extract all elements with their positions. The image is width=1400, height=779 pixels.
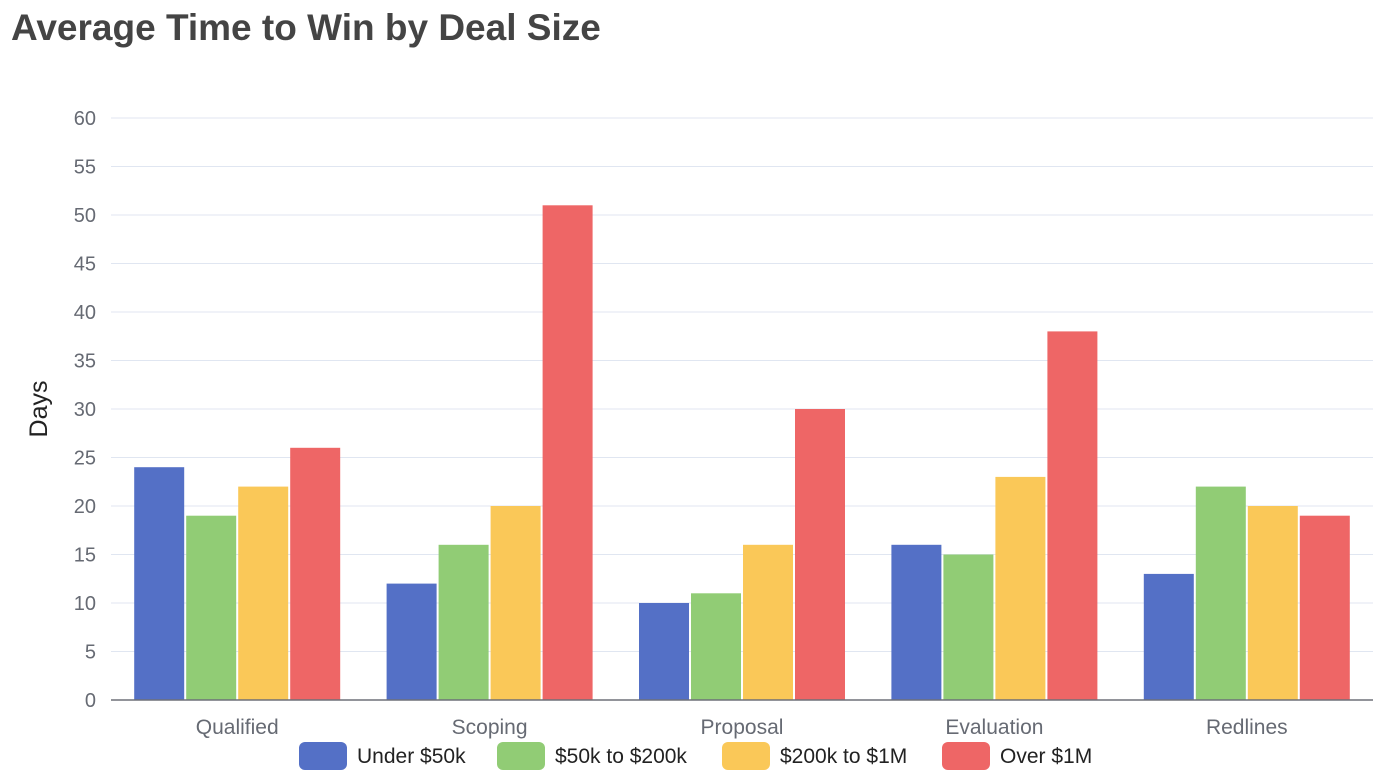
y-tick-label: 25 — [74, 448, 96, 470]
bar — [186, 515, 237, 700]
bar — [1195, 486, 1246, 700]
bar — [795, 409, 845, 700]
bar — [386, 583, 437, 700]
bar — [995, 476, 1046, 700]
x-tick-label: Evaluation — [945, 716, 1043, 739]
x-tick-label: Proposal — [701, 716, 784, 739]
y-tick-label: 40 — [74, 302, 96, 324]
bar — [891, 544, 942, 700]
y-axis-ticks: 0 5 10 15 20 25 30 35 40 45 50 55 60 — [74, 108, 96, 712]
bar — [1047, 331, 1098, 700]
chart-title: Average Time to Win by Deal Size — [11, 7, 601, 48]
legend-swatch — [497, 742, 545, 770]
y-tick-label: 30 — [74, 399, 96, 421]
y-tick-label: 55 — [74, 157, 96, 179]
legend-swatch — [722, 742, 770, 770]
y-axis-label: Days — [25, 381, 53, 438]
y-tick-label: 0 — [85, 690, 96, 712]
y-tick-label: 10 — [74, 593, 96, 615]
y-tick-label: 50 — [74, 205, 96, 227]
x-tick-label: Scoping — [452, 716, 528, 739]
bar — [1143, 573, 1194, 700]
bar — [639, 603, 689, 700]
y-tick-label: 35 — [74, 351, 96, 373]
legend-label: Over $1M — [1000, 745, 1092, 768]
legend: Under $50k $50k to $200k $200k to $1M Over … — [299, 742, 1092, 770]
x-axis-categories: Qualified Scoping Proposal Evaluation Redlin… — [196, 716, 1288, 739]
bar — [542, 205, 593, 701]
legend-label: $200k to $1M — [780, 745, 907, 768]
y-tick-label: 15 — [74, 545, 96, 567]
y-tick-label: 5 — [85, 642, 96, 664]
y-tick-label: 45 — [74, 254, 96, 276]
bar — [1299, 515, 1350, 700]
x-tick-label: Qualified — [196, 716, 279, 739]
y-tick-label: 20 — [74, 496, 96, 518]
bar — [490, 506, 541, 700]
bar — [238, 486, 289, 700]
bar — [743, 544, 793, 700]
bar — [1247, 506, 1298, 700]
bar — [943, 554, 994, 700]
legend-label: Under $50k — [357, 745, 466, 768]
bar — [290, 447, 341, 700]
legend-swatch — [299, 742, 347, 770]
x-tick-label: Redlines — [1206, 716, 1288, 739]
bar — [134, 467, 185, 700]
legend-swatch — [942, 742, 990, 770]
bar — [438, 544, 489, 700]
y-tick-label: 60 — [74, 108, 96, 130]
legend-label: $50k to $200k — [555, 745, 687, 768]
bar — [691, 593, 741, 700]
bars — [134, 205, 1350, 701]
